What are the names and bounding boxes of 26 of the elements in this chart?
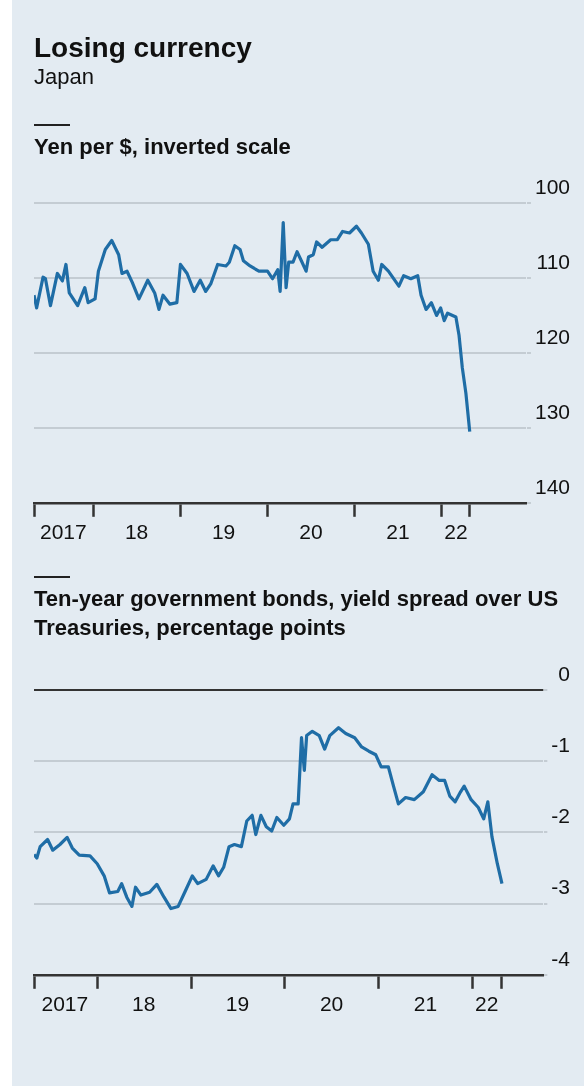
y-tick-label: 140	[534, 474, 570, 498]
x-tick-label: 2017	[41, 992, 89, 1016]
chart-subtitle: Japan	[34, 64, 95, 90]
y-tick-label: -2	[551, 804, 570, 828]
y-axis-title: Ten-year government bonds, yield spread over US Treasuries, percentage points	[34, 585, 560, 642]
x-tick-label: 19	[225, 992, 250, 1016]
y-tick-label: -3	[551, 875, 570, 899]
x-tick-label: 22	[444, 520, 468, 544]
x-tick-label: 21	[413, 992, 438, 1016]
chart-title: Losing currency	[34, 32, 253, 64]
x-tick-label: 2017	[39, 520, 87, 544]
y-tick-label: 100	[534, 174, 570, 198]
x-tick-label: 21	[386, 520, 410, 544]
x-tick-label: 18	[132, 992, 156, 1016]
x-tick-label: 20	[319, 992, 344, 1016]
y-axis-title: Yen per $, inverted scale	[34, 133, 292, 161]
y-tick-label: 110	[536, 249, 570, 273]
x-tick-label: 20	[299, 520, 323, 544]
y-tick-label: 120	[534, 324, 570, 348]
y-tick-label: 0	[558, 661, 570, 685]
x-tick-label: 19	[211, 520, 236, 544]
y-tick-label: -4	[551, 946, 571, 970]
y-tick-label: 130	[534, 399, 570, 423]
x-tick-label: 22	[475, 992, 499, 1016]
x-tick-label: 18	[124, 520, 149, 544]
y-tick-label: -1	[551, 733, 570, 756]
